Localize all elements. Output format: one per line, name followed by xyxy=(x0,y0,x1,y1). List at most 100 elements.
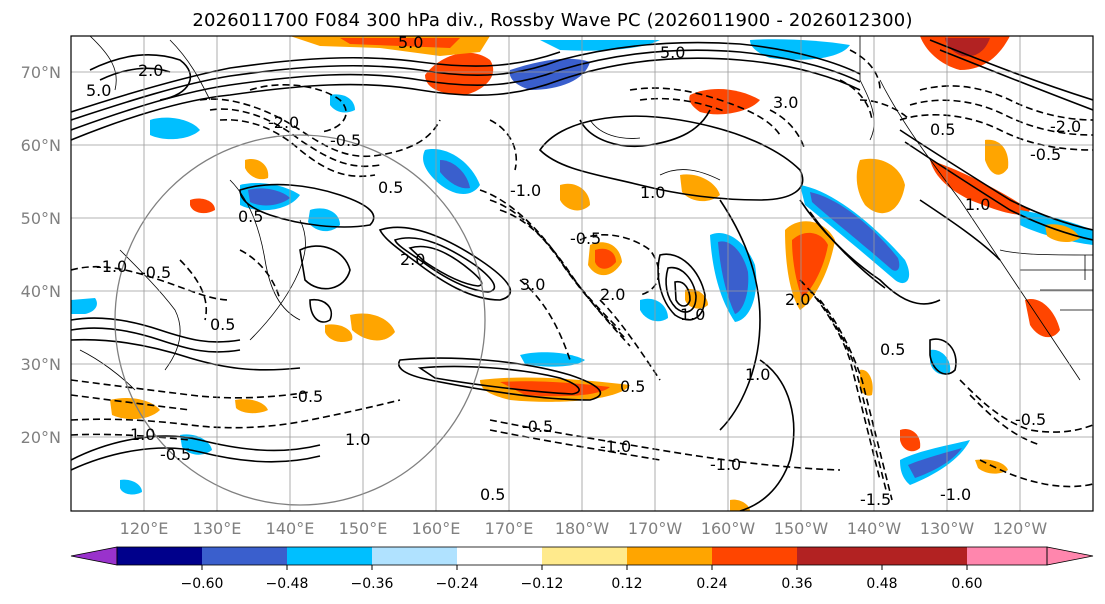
lon-label: 160°W xyxy=(701,519,756,538)
fill-positive xyxy=(945,38,990,57)
contour-label: -0.5 xyxy=(160,445,191,464)
lon-label: 140°W xyxy=(847,519,902,538)
contour-label: -1.0 xyxy=(710,455,741,474)
colorbar-segment xyxy=(542,547,627,565)
map-title: 2026011700 F084 300 hPa div., Rossby Wav… xyxy=(192,10,913,31)
contour-label: 3.0 xyxy=(773,93,798,112)
rossby-wave-circle xyxy=(114,134,486,506)
fill-positive xyxy=(560,183,590,211)
contour-label: -0.5 xyxy=(140,263,171,282)
lat-label: 30°N xyxy=(21,355,61,374)
contour-label: -0.5 xyxy=(1015,410,1046,429)
colorbar-tick-label: 0.36 xyxy=(781,576,812,592)
fill-negative xyxy=(718,241,749,314)
fill-positive xyxy=(900,428,921,452)
fill-negative xyxy=(71,298,97,314)
coastline-layer xyxy=(79,36,1093,391)
colorbar-segment xyxy=(797,547,882,565)
colorbar-segment xyxy=(882,547,967,565)
contour-label: -1.0 xyxy=(96,257,127,276)
contour-label: -0.5 xyxy=(330,131,361,150)
fill-negative xyxy=(540,40,660,51)
fill-positive xyxy=(1025,299,1060,338)
lon-label: 180°W xyxy=(555,519,610,538)
fill-negative xyxy=(120,479,142,495)
colorbar: −0.60 −0.48 −0.36 −0.24 −0.12 0.12 0.24 … xyxy=(70,546,1094,592)
fill-positive xyxy=(110,398,160,420)
lon-label: 160°E xyxy=(412,519,461,538)
map-frame xyxy=(70,35,1094,512)
fill-negative xyxy=(440,160,470,189)
gridlines xyxy=(71,36,1093,511)
contour-label: 0.5 xyxy=(930,120,955,139)
fill-negative xyxy=(810,192,900,271)
colorbar-segment xyxy=(287,547,372,565)
contour-label: 2.0 xyxy=(400,250,425,269)
contour-label: 5.0 xyxy=(660,43,685,62)
fill-positive xyxy=(930,160,1030,215)
lat-label: 20°N xyxy=(21,428,61,447)
fill-positive xyxy=(859,369,873,396)
map-area: 5.0 5.0 5.0 2.0 3.0 3.0 0.5 0.5 1.0 2.0 … xyxy=(71,33,1093,511)
contour-labels: 5.0 5.0 5.0 2.0 3.0 3.0 0.5 0.5 1.0 2.0 … xyxy=(86,33,1081,509)
colorbar-segment xyxy=(967,547,1047,565)
fill-negative xyxy=(150,117,200,140)
colorbar-segment xyxy=(627,547,712,565)
colorbar-segment xyxy=(372,547,457,565)
fill-positive xyxy=(730,499,750,511)
lat-label: 50°N xyxy=(21,209,61,228)
contour-label: 3.0 xyxy=(520,275,545,294)
contour-label: 2.0 xyxy=(600,285,625,304)
contour-label: 0.5 xyxy=(238,207,263,226)
contour-label: 5.0 xyxy=(86,81,111,100)
contour-label: -1.0 xyxy=(600,437,631,456)
contour-label: -0.5 xyxy=(570,229,601,248)
lon-label: 120°W xyxy=(993,519,1048,538)
colorbar-segment xyxy=(117,547,202,565)
colorbar-tick-labels: −0.60 −0.48 −0.36 −0.24 −0.12 0.12 0.24 … xyxy=(181,576,983,592)
contour-label: 5.0 xyxy=(398,33,423,52)
contour-label: 0.5 xyxy=(620,377,645,396)
colorbar-tick-label: −0.60 xyxy=(181,576,224,592)
colorbar-tick-label: 0.24 xyxy=(696,576,727,592)
contour-label: 1.0 xyxy=(965,195,990,214)
contour-label: -2.0 xyxy=(268,113,299,132)
contour-label: 2.0 xyxy=(138,61,163,80)
longitude-labels: 120°E 130°E 140°E 150°E 160°E 170°E 180°… xyxy=(120,519,1048,538)
lat-label: 40°N xyxy=(21,282,61,301)
lon-label: 150°E xyxy=(339,519,388,538)
lon-label: 120°E xyxy=(120,519,169,538)
colorbar-tick-label: −0.48 xyxy=(266,576,309,592)
contour-label: 0.5 xyxy=(210,315,235,334)
lon-label: 130°E xyxy=(193,519,242,538)
colorbar-extend-max xyxy=(1046,546,1094,566)
colorbar-segment xyxy=(712,547,797,565)
contour-label: -0.5 xyxy=(1030,145,1061,164)
lat-label: 60°N xyxy=(21,136,61,155)
contour-label: 1.0 xyxy=(640,183,665,202)
contour-label: 0.5 xyxy=(378,178,403,197)
latitude-labels: 70°N 60°N 50°N 40°N 30°N 20°N xyxy=(21,63,61,447)
fill-negative xyxy=(248,188,290,206)
lon-label: 170°W xyxy=(628,519,683,538)
contour-label: 1.0 xyxy=(680,305,705,324)
negative-contours xyxy=(71,49,1093,501)
fill-positive xyxy=(325,324,353,343)
contour-label: -1.5 xyxy=(860,490,891,509)
fill-positive xyxy=(340,38,460,48)
fill-negative xyxy=(750,39,850,60)
fill-positive xyxy=(190,198,215,214)
contour-label: 0.5 xyxy=(480,485,505,504)
lon-label: 170°E xyxy=(485,519,534,538)
fill-negative xyxy=(908,448,962,478)
colorbar-segment xyxy=(202,547,287,565)
colorbar-tick-label: −0.24 xyxy=(436,576,479,592)
lon-label: 130°W xyxy=(920,519,975,538)
fill-positive xyxy=(235,399,268,414)
fill-positive xyxy=(595,248,616,269)
contour-label: -0.5 xyxy=(292,387,323,406)
fill-positive xyxy=(856,158,905,214)
colorbar-extend-min xyxy=(70,546,118,566)
fill-positive xyxy=(245,159,269,180)
